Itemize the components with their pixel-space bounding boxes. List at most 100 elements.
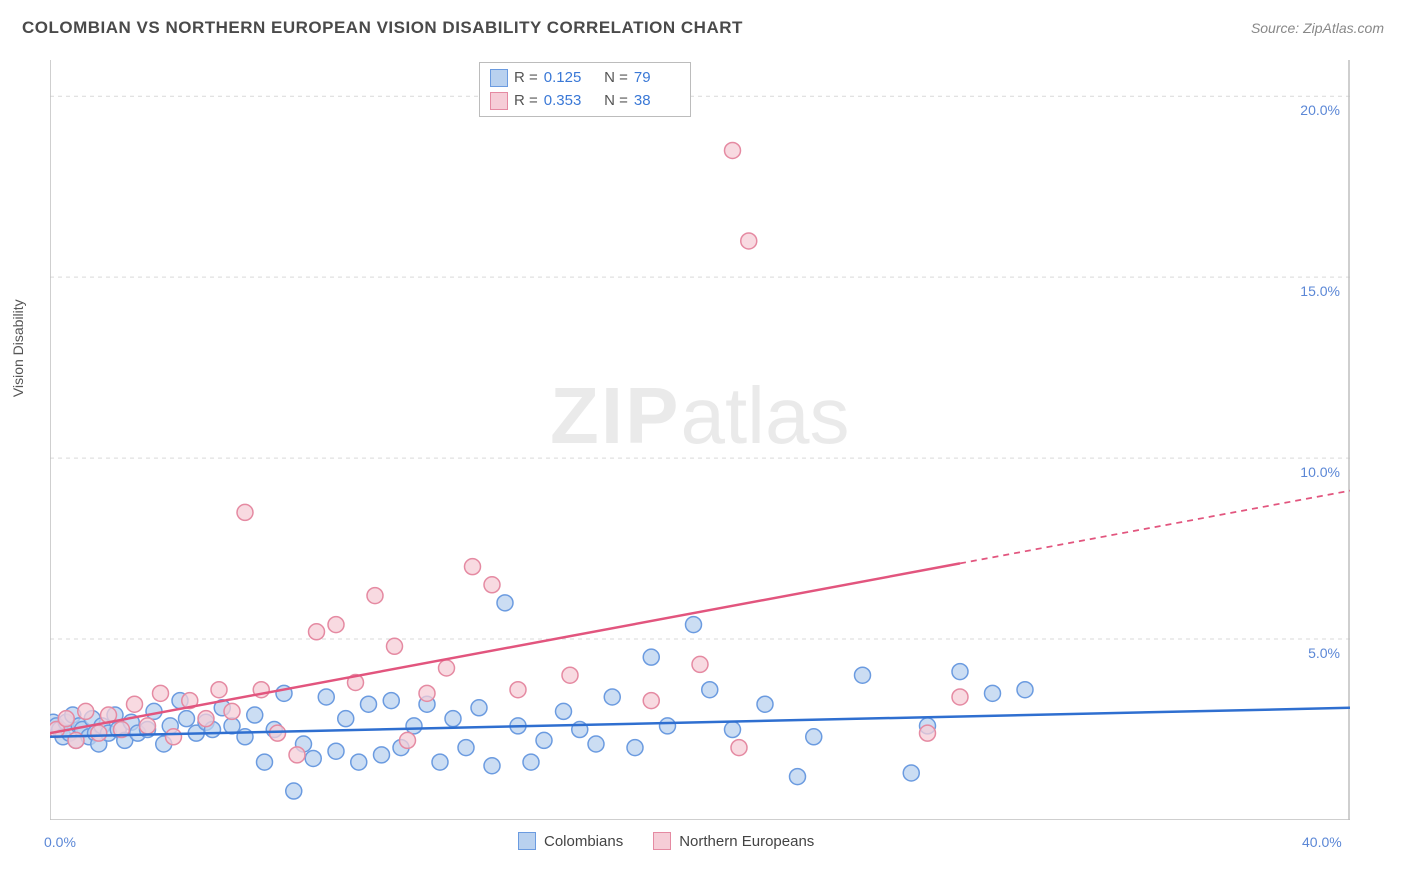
data-point <box>361 696 377 712</box>
data-point <box>660 718 676 734</box>
data-point <box>643 693 659 709</box>
chart-title: COLOMBIAN VS NORTHERN EUROPEAN VISION DI… <box>22 18 743 38</box>
title-bar: COLOMBIAN VS NORTHERN EUROPEAN VISION DI… <box>22 18 1384 38</box>
data-point <box>439 660 455 676</box>
legend-label: Northern Europeans <box>679 833 814 850</box>
data-point <box>127 696 143 712</box>
legend-stats-row: R = 0.125 N = 79 <box>490 67 680 90</box>
data-point <box>351 754 367 770</box>
data-point <box>741 233 757 249</box>
data-point <box>643 649 659 665</box>
data-point <box>406 718 422 734</box>
data-point <box>1017 682 1033 698</box>
data-point <box>588 736 604 752</box>
x-tick-label: 0.0% <box>44 834 76 850</box>
stat-label: R = <box>514 67 538 90</box>
stat-n-value: 38 <box>634 90 680 113</box>
data-point <box>952 664 968 680</box>
legend-swatch <box>490 92 508 110</box>
data-point <box>400 732 416 748</box>
data-point <box>166 729 182 745</box>
data-point <box>374 747 390 763</box>
legend-item: Northern Europeans <box>653 832 814 850</box>
data-point <box>510 682 526 698</box>
data-point <box>562 667 578 683</box>
y-tick-label: 15.0% <box>1300 283 1340 299</box>
y-tick-label: 5.0% <box>1308 645 1340 661</box>
data-point <box>903 765 919 781</box>
data-point <box>146 703 162 719</box>
data-point <box>497 595 513 611</box>
stat-label: R = <box>514 90 538 113</box>
data-point <box>68 732 84 748</box>
data-point <box>855 667 871 683</box>
legend-bottom: Colombians Northern Europeans <box>518 832 814 850</box>
data-point <box>305 750 321 766</box>
data-point <box>91 725 107 741</box>
data-point <box>725 142 741 158</box>
data-point <box>484 577 500 593</box>
data-point <box>387 638 403 654</box>
data-point <box>153 685 169 701</box>
x-tick-label: 40.0% <box>1302 834 1342 850</box>
data-point <box>757 696 773 712</box>
data-point <box>318 689 334 705</box>
data-point <box>536 732 552 748</box>
stat-label: N = <box>596 90 628 113</box>
y-axis-label: Vision Disability <box>10 299 26 397</box>
plot-svg <box>50 60 1350 820</box>
legend-swatch <box>653 832 671 850</box>
data-point <box>702 682 718 698</box>
data-point <box>257 754 273 770</box>
data-point <box>367 588 383 604</box>
data-point <box>465 559 481 575</box>
data-point <box>920 725 936 741</box>
y-tick-label: 20.0% <box>1300 102 1340 118</box>
stat-label: N = <box>596 67 628 90</box>
legend-swatch <box>518 832 536 850</box>
legend-stats-box: R = 0.125 N = 79R = 0.353 N = 38 <box>479 62 691 117</box>
data-point <box>289 747 305 763</box>
data-point <box>419 685 435 701</box>
data-point <box>432 754 448 770</box>
data-point <box>140 718 156 734</box>
data-point <box>286 783 302 799</box>
legend-item: Colombians <box>518 832 623 850</box>
data-point <box>471 700 487 716</box>
source-text: Source: ZipAtlas.com <box>1251 20 1384 36</box>
data-point <box>237 504 253 520</box>
data-point <box>692 656 708 672</box>
data-point <box>78 703 94 719</box>
data-point <box>458 740 474 756</box>
stat-n-value: 79 <box>634 67 680 90</box>
data-point <box>247 707 263 723</box>
data-point <box>328 617 344 633</box>
data-point <box>211 682 227 698</box>
data-point <box>309 624 325 640</box>
data-point <box>224 703 240 719</box>
y-tick-label: 10.0% <box>1300 464 1340 480</box>
trend-line-extrapolated <box>960 491 1350 564</box>
data-point <box>604 689 620 705</box>
data-point <box>270 725 286 741</box>
legend-label: Colombians <box>544 833 623 850</box>
data-point <box>484 758 500 774</box>
data-point <box>952 689 968 705</box>
data-point <box>731 740 747 756</box>
data-point <box>725 722 741 738</box>
data-point <box>790 769 806 785</box>
data-point <box>383 693 399 709</box>
stat-r-value: 0.125 <box>544 67 590 90</box>
data-point <box>445 711 461 727</box>
scatter-plot: ZIPatlas R = 0.125 N = 79R = 0.353 N = 3… <box>50 60 1350 820</box>
data-point <box>338 711 354 727</box>
data-point <box>556 703 572 719</box>
data-point <box>58 711 74 727</box>
data-point <box>328 743 344 759</box>
stat-r-value: 0.353 <box>544 90 590 113</box>
data-point <box>806 729 822 745</box>
legend-swatch <box>490 69 508 87</box>
data-point <box>985 685 1001 701</box>
legend-stats-row: R = 0.353 N = 38 <box>490 90 680 113</box>
data-point <box>198 711 214 727</box>
